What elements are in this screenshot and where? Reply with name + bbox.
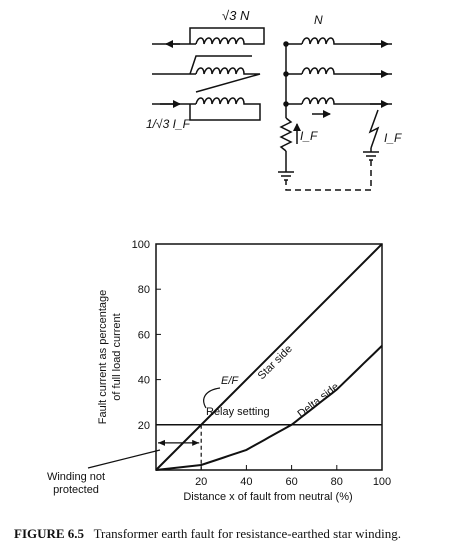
x-tick-label: 100 [373,476,391,488]
chart: 20 40 60 80 100 20 40 60 80 100 Fault current as … [47,239,391,503]
unprotected-label-line2: protected [53,484,99,496]
fault-lightning [368,109,380,149]
delta-connection-4 [189,55,252,75]
y-tick-label: 60 [138,329,150,341]
unprotected-pointer [87,449,161,469]
delta-side-label: Delta side [295,381,341,421]
star-winding-label: N [314,13,323,27]
unprotected-arrowhead-right [192,439,200,446]
plot-frame [155,243,383,471]
chart-ticks: 20 40 60 80 100 20 40 60 80 100 [132,239,392,488]
y-tick-label: 20 [138,420,150,432]
delta-winding-coils [195,37,252,105]
relay-setting-label: Relay setting [206,406,270,418]
caption-text: Transformer earth fault for resistance-e… [93,526,402,541]
caption-label: FIGURE 6.5 [14,526,85,541]
fault-current-label: I_F [384,131,402,145]
fault-return-path [285,160,372,191]
star-winding-coils [301,37,392,105]
y-tick-label: 100 [132,239,150,251]
y-axis-label-line1: Fault current as percentage [97,290,109,425]
resistor-current-label: I_F [300,129,318,143]
delta-winding-label: √3 N [222,8,250,23]
unprotected-arrowhead-left [158,439,165,446]
earthing-resistor [279,117,293,152]
earth-symbol-fault [363,151,379,161]
ef-label: E/F [221,375,239,387]
ef-pointer [203,387,221,409]
series-delta-side [155,344,383,471]
y-axis-label-line2: of full load current [111,313,123,400]
series-star-side [155,243,383,471]
chart-series [155,243,383,471]
figure-caption: FIGURE 6.5 Transformer earth fault for r… [14,526,470,542]
delta-connection-3 [189,103,261,121]
unprotected-label-line1: Winding not [47,471,105,483]
delta-connection-2 [195,73,261,93]
delta-connection-1 [189,27,265,45]
star-side-label: Star side [256,343,295,382]
x-tick-label: 80 [331,476,343,488]
delta-current-label: 1/√3 I_F [146,117,191,131]
circuit-diagram [152,27,392,191]
x-axis-label: Distance x of fault from neutral (%) [183,491,352,503]
x-tick-label: 40 [240,476,252,488]
x-tick-label: 20 [195,476,207,488]
y-tick-label: 40 [138,375,150,387]
x-tick-label: 60 [285,476,297,488]
earth-symbol-neutral [278,171,294,181]
y-tick-label: 80 [138,284,150,296]
